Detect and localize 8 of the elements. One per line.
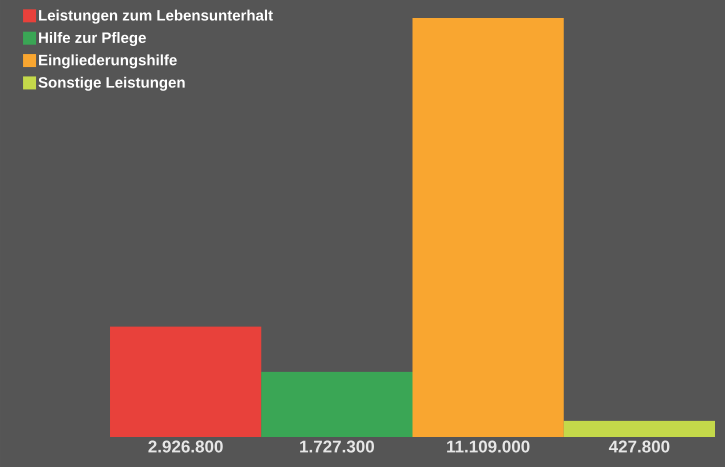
data-label: 1.727.300 [300,440,374,453]
legend-label: Sonstige Leistungen [38,76,185,91]
legend-label: Hilfe zur Pflege [39,32,146,46]
legend-label: Eingliederungshilfe [39,54,177,68]
data-label: 427.800 [608,440,670,453]
legend-label: Leistungen zum Lebensunterhalt [39,10,273,24]
data-label: 2.926.800 [148,440,223,453]
data-label: 11.109.000 [447,440,530,453]
